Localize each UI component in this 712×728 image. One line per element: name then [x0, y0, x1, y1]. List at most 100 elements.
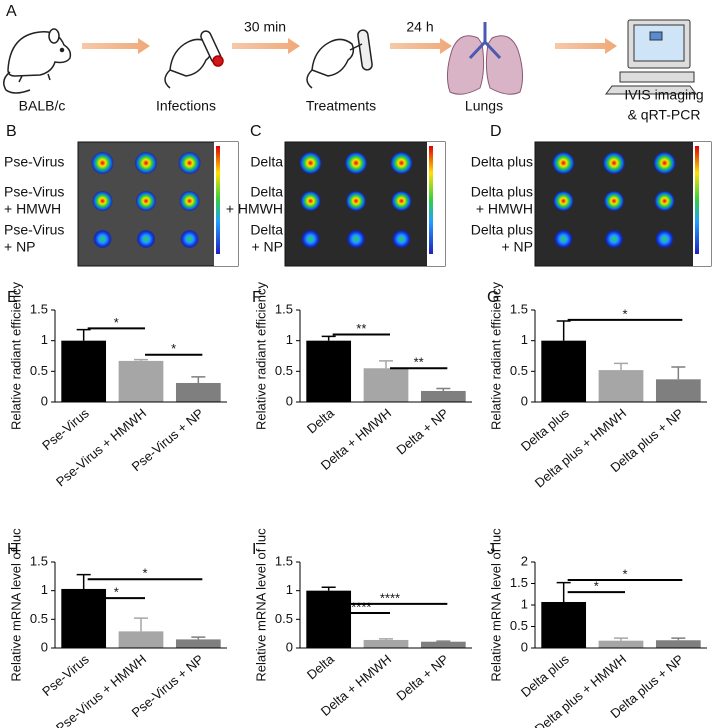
panel-label: E [7, 289, 18, 306]
y-axis-label: Relative mRNA level of luc [253, 528, 268, 682]
y-axis-label: Relative mRNA level of luc [488, 528, 503, 682]
lung-signal [605, 230, 623, 248]
significance-label: ** [414, 355, 424, 370]
lung-signal [299, 152, 322, 174]
step-label: Infections [156, 98, 216, 114]
significance-label: **** [351, 599, 371, 614]
panel-label: C [250, 123, 262, 140]
significance-label: **** [380, 590, 400, 605]
significance-label: * [142, 566, 147, 581]
lung-signal [300, 191, 321, 211]
y-tick-label: 1.5 [510, 301, 528, 316]
lung-signal [136, 191, 156, 211]
y-tick-label: 1.5 [275, 553, 293, 568]
workflow-arrows [82, 38, 617, 54]
lung-signal [654, 191, 675, 211]
y-axis-label: Relative radiant efficiency [488, 282, 503, 430]
lung-signal [604, 191, 624, 211]
y-tick-label: 0 [286, 639, 293, 654]
bar [363, 639, 409, 648]
lung-signal [301, 230, 320, 248]
bar [541, 601, 587, 648]
y-tick-label: 1 [521, 332, 528, 347]
error-bar [76, 328, 91, 341]
significance-label: * [622, 306, 627, 321]
bar [420, 390, 466, 402]
bar [306, 340, 352, 402]
row-label: Delta plus [471, 222, 533, 238]
lung-signal [552, 152, 575, 174]
x-tick-label: Pse-Virus [39, 405, 92, 453]
error-bar [614, 637, 628, 641]
error-bar [321, 586, 336, 591]
y-axis-label: Relative mRNA level of luc [8, 528, 23, 682]
lung-signal [346, 191, 366, 211]
error-bar [379, 360, 393, 369]
bar [306, 590, 352, 648]
y-tick-label: 0.5 [275, 611, 293, 626]
row-label: + HMWH [226, 201, 283, 217]
error-bar [321, 335, 336, 341]
lung-signal [178, 152, 201, 174]
step-label: IVIS imaging [624, 87, 703, 103]
y-tick-label: 0 [521, 393, 528, 408]
row-label: Pse-Virus [4, 222, 64, 238]
error-bar [556, 320, 571, 341]
bar [655, 640, 701, 648]
row-label: + NP [251, 239, 283, 255]
lung-signal [92, 191, 113, 211]
y-tick-label: 0.5 [275, 363, 293, 378]
bar [363, 368, 409, 402]
bar [118, 360, 164, 402]
error-bar [134, 617, 148, 632]
error-bar [134, 358, 148, 361]
panel-label: H [7, 541, 19, 558]
significance-label: * [114, 585, 119, 600]
lung-signal [391, 191, 412, 211]
step-label: Treatments [306, 98, 376, 114]
row-label: Pse-Virus [4, 184, 64, 200]
y-tick-label: 1 [521, 596, 528, 611]
lung-signal [180, 230, 199, 248]
x-tick-label: Delta [304, 651, 337, 682]
step-label: Lungs [465, 98, 503, 114]
y-axis-label: Relative radiant efficiency [253, 282, 268, 430]
colorbar [695, 146, 699, 254]
lung-signal [135, 152, 157, 174]
y-tick-label: 2 [521, 553, 528, 568]
error-bar [614, 362, 628, 371]
arrow-label: 30 min [244, 19, 286, 35]
bar [420, 641, 466, 648]
step-label: & qRT-PCR [628, 107, 701, 123]
lung-signal [653, 152, 676, 174]
y-tick-label: 0.5 [30, 363, 48, 378]
x-tick-label: Delta + NP [393, 405, 451, 457]
error-bar [436, 640, 451, 642]
imaging-panels [77, 141, 712, 267]
lung-signal [91, 152, 114, 174]
y-tick-label: 0 [41, 393, 48, 408]
panel-label: J [487, 541, 495, 558]
computer-icon [605, 19, 697, 95]
x-tick-label: Delta plus [518, 651, 572, 700]
lung-signal [392, 230, 411, 248]
bar [541, 340, 587, 402]
colorbar [429, 146, 433, 254]
y-tick-label: 0.5 [510, 363, 528, 378]
panel-label: I [252, 541, 256, 558]
x-tick-label: Delta [304, 405, 337, 436]
lung-signal [347, 230, 365, 248]
x-tick-label: Delta plus [518, 405, 572, 454]
lung-signal [137, 230, 155, 248]
colorbar [216, 146, 220, 254]
bar [175, 639, 221, 648]
row-label: Delta [250, 154, 283, 170]
bar [598, 370, 644, 402]
bar [598, 640, 644, 648]
row-label: + HMWH [4, 201, 61, 217]
y-tick-label: 1 [41, 582, 48, 597]
lung-signal [553, 191, 574, 211]
y-tick-label: 0 [41, 639, 48, 654]
panel-label: G [487, 289, 499, 306]
